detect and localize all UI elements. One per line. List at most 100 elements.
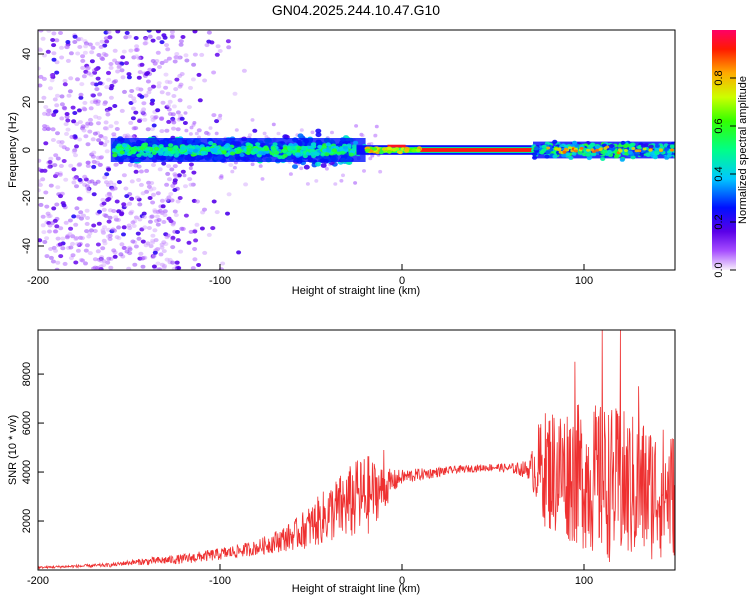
heatmap-cell (139, 256, 145, 261)
heatmap-cell (178, 39, 184, 44)
heatmap-cell (315, 132, 322, 138)
heatmap-cell (118, 147, 124, 152)
heatmap-cell (159, 198, 165, 203)
heatmap-cell (121, 232, 126, 237)
heatmap-cell (600, 157, 606, 161)
heatmap-cell (170, 222, 176, 227)
heatmap-cell (669, 144, 675, 149)
heatmap-cell (232, 165, 237, 170)
heatmap-cell (533, 146, 540, 151)
heatmap-cell (219, 174, 224, 178)
heatmap-cell (157, 65, 162, 69)
heatmap-cell (369, 142, 374, 146)
heatmap-cell (55, 185, 61, 190)
heatmap-cell (193, 148, 199, 153)
heatmap-cell (178, 42, 184, 47)
heatmap-cell (68, 226, 74, 231)
heatmap-cell (83, 44, 89, 49)
heatmap-cell (150, 240, 156, 245)
heatmap-cell (143, 152, 149, 157)
heatmap-cell (153, 115, 159, 120)
heatmap-cell (128, 48, 134, 53)
heatmap-cell (68, 163, 74, 168)
heatmap-cell (70, 105, 76, 110)
heatmap-cell (136, 153, 142, 158)
heatmap-cell (130, 106, 136, 111)
heatmap-cell (557, 148, 562, 152)
heatmap-cell (102, 136, 108, 140)
heatmap-cell (62, 82, 68, 87)
heatmap-cell (126, 72, 132, 77)
heatmap-cell (92, 265, 98, 270)
heatmap-cell (166, 216, 172, 221)
heatmap-cell (159, 90, 165, 95)
heatmap-cell (595, 145, 601, 150)
heatmap-cell (108, 65, 114, 70)
heatmap-cell (143, 243, 149, 248)
heatmap-cell (42, 240, 48, 244)
heatmap-cell (134, 47, 140, 52)
heatmap-cell (55, 236, 61, 241)
heatmap-cell (42, 168, 48, 173)
heatmap-cell (182, 173, 187, 178)
heatmap-cell (114, 235, 120, 240)
heatmap-cell (351, 147, 357, 152)
heatmap-cell (184, 58, 190, 63)
heatmap-cell (174, 260, 180, 265)
heatmap-cell (147, 219, 153, 224)
heatmap-cell (164, 43, 169, 48)
heatmap-cell (67, 218, 73, 223)
heatmap-cell (127, 201, 133, 206)
y-tick-label: 4000 (21, 460, 33, 484)
heatmap-cell (173, 145, 179, 150)
heatmap-cell (92, 257, 98, 262)
heatmap-cell (314, 161, 321, 167)
heatmap-cell (288, 172, 293, 176)
heatmap-cell (225, 211, 230, 216)
heatmap-cell (58, 143, 64, 148)
heatmap-cell (314, 152, 320, 157)
heatmap-cell (91, 159, 97, 164)
heatmap-cell (152, 228, 158, 233)
heatmap-cell (565, 152, 571, 157)
heatmap-cell (139, 62, 145, 67)
heatmap-cell (132, 262, 138, 267)
heatmap-cell (183, 53, 189, 58)
heatmap-cell (46, 30, 52, 33)
heatmap-cell (675, 151, 680, 155)
heatmap-cell (86, 234, 92, 239)
heatmap-cell (82, 50, 88, 55)
heatmap-cell (163, 85, 169, 90)
heatmap-cell (271, 148, 278, 153)
heatmap-cell (95, 76, 101, 81)
snr-x-axis-label: Height of straight line (km) (292, 583, 420, 595)
heatmap-cell (44, 236, 50, 241)
y-tick-label: 20 (21, 96, 33, 108)
heatmap-cell (64, 147, 70, 152)
heatmap-cell (98, 134, 104, 138)
heatmap-cell (50, 127, 56, 132)
heatmap-cell (139, 94, 145, 99)
heatmap-cell (72, 111, 78, 115)
heatmap-cell (38, 179, 42, 184)
heatmap-cell (591, 152, 597, 157)
heatmap-cell (211, 199, 217, 204)
y-tick-label: 0 (21, 147, 33, 153)
y-tick-label: 40 (21, 48, 33, 60)
heatmap-cell (64, 131, 69, 136)
heatmap-cell (62, 78, 68, 83)
colorbar-tick-label: 0.0 (713, 262, 725, 277)
heatmap-cell (131, 146, 137, 151)
heatmap-cell (133, 244, 139, 249)
heatmap-cell (174, 52, 180, 56)
heatmap-cell (174, 77, 180, 82)
heatmap-cell (75, 248, 81, 253)
heatmap-cell (100, 229, 106, 234)
snr-panel: -200 -100 0 100 2000 4000 6000 8000 Height of … (7, 329, 676, 595)
heatmap-cell (104, 39, 110, 44)
heatmap-cell (147, 34, 153, 39)
heatmap-cell (150, 233, 156, 238)
heatmap-cell (374, 124, 379, 129)
heatmap-cell (360, 133, 365, 138)
heatmap-cell (51, 51, 57, 56)
